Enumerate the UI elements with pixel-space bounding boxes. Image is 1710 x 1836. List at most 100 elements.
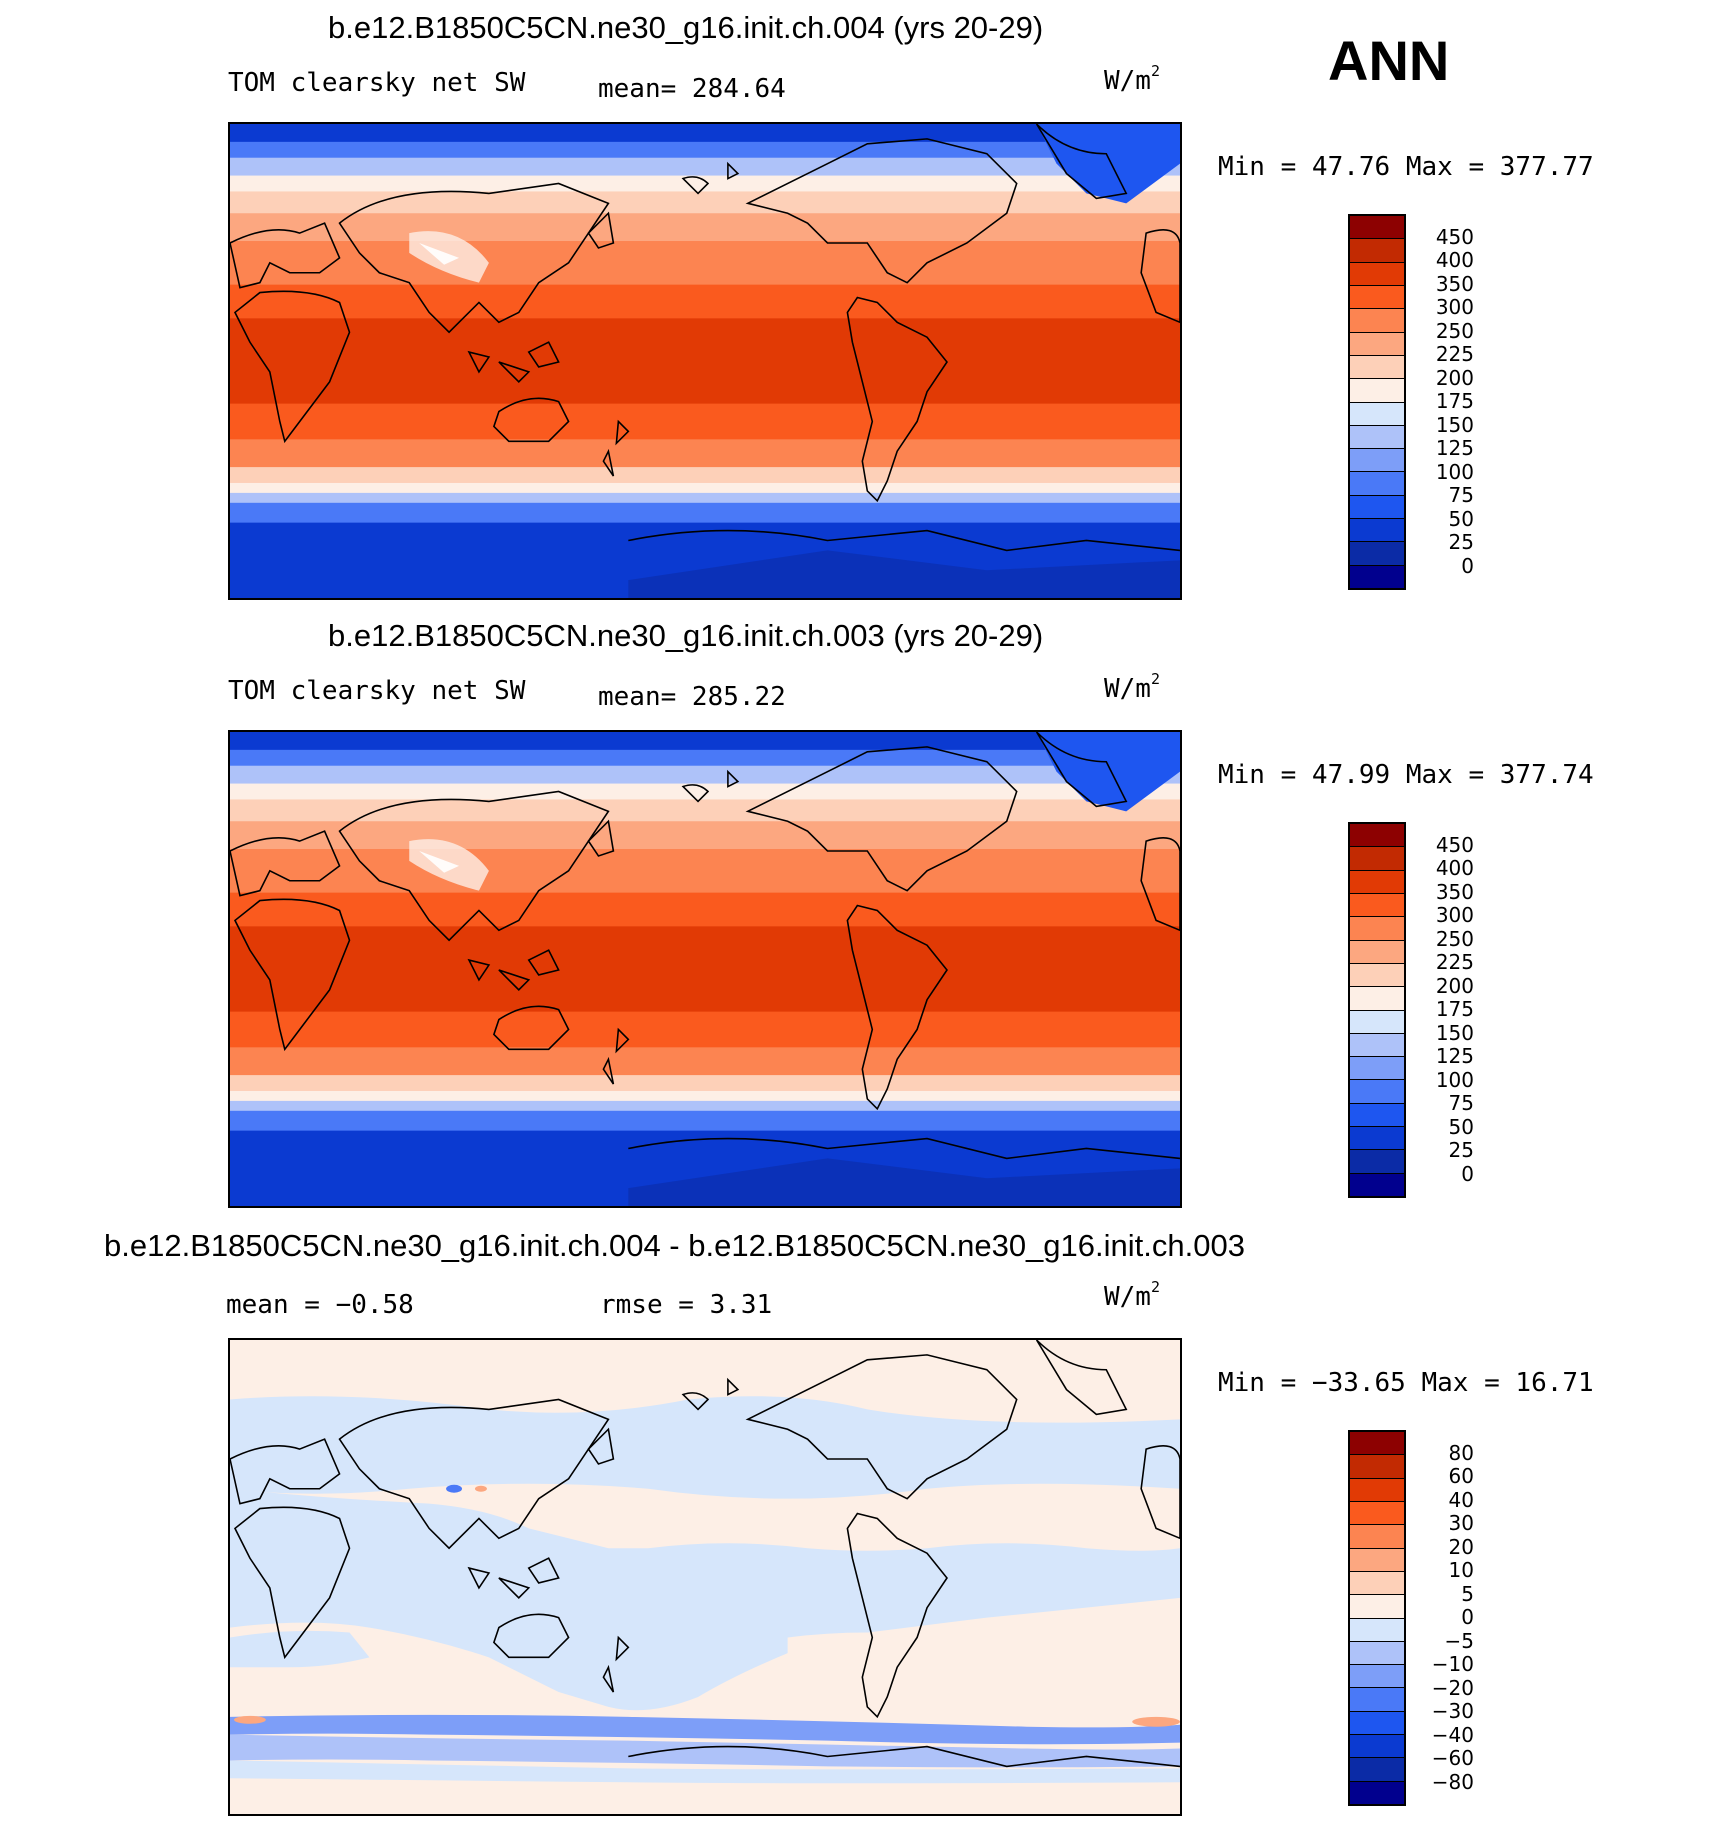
colorbar-swatch — [1350, 893, 1404, 918]
colorbar-label: 150 — [1435, 413, 1474, 437]
panel-1-colorbar — [1348, 214, 1406, 590]
colorbar-swatch — [1350, 1478, 1404, 1502]
colorbar-swatch — [1350, 1595, 1404, 1619]
colorbar-label: 100 — [1435, 460, 1474, 484]
colorbar-label: 75 — [1448, 483, 1474, 507]
colorbar-swatch — [1350, 1033, 1404, 1058]
colorbar-label: 400 — [1435, 856, 1474, 880]
colorbar-label: 450 — [1435, 225, 1474, 249]
colorbar-swatch — [1350, 216, 1404, 240]
colorbar-label: −60 — [1431, 1746, 1474, 1770]
colorbar-label: −10 — [1431, 1652, 1474, 1676]
colorbar-label: 60 — [1448, 1464, 1474, 1488]
colorbar-label: 50 — [1448, 1115, 1474, 1139]
panel-1-map — [228, 122, 1182, 600]
season-label: ANN — [1328, 29, 1450, 92]
colorbar-swatch — [1350, 1548, 1404, 1572]
colorbar-label: 30 — [1448, 1511, 1474, 1535]
colorbar-swatch — [1350, 309, 1404, 333]
panel-2-map-svg — [230, 732, 1180, 1206]
panel-1-mean: mean= 284.64 — [598, 74, 786, 104]
colorbar-swatch — [1350, 1455, 1404, 1479]
colorbar-label: 300 — [1435, 903, 1474, 927]
colorbar-label: 125 — [1435, 436, 1474, 460]
panel-2-colorbar-labels: 450 400 350 300 250 225 200 175 150 125 … — [1414, 822, 1474, 1198]
colorbar-label: 175 — [1435, 389, 1474, 413]
colorbar-swatch — [1350, 1525, 1404, 1549]
colorbar-label: 0 — [1461, 1162, 1474, 1186]
panel-3-colorbar — [1348, 1430, 1406, 1806]
colorbar-swatch — [1350, 847, 1404, 871]
colorbar-label: 20 — [1448, 1535, 1474, 1559]
colorbar-label: 225 — [1435, 342, 1474, 366]
panel-1-units: W/m2 — [1104, 62, 1160, 96]
colorbar-swatch — [1350, 917, 1404, 941]
panel-3-map-svg — [230, 1340, 1180, 1814]
panel-3-title: b.e12.B1850C5CN.ne30_g16.init.ch.004 - b… — [104, 1228, 1245, 1263]
colorbar-swatch — [1350, 1665, 1404, 1689]
colorbar-swatch — [1350, 940, 1404, 964]
colorbar-swatch — [1350, 402, 1404, 426]
panel-3-units: W/m2 — [1104, 1278, 1160, 1312]
colorbar-label: −5 — [1444, 1629, 1474, 1653]
colorbar-swatch — [1350, 1432, 1404, 1456]
colorbar-swatch — [1350, 1618, 1404, 1642]
colorbar-label: −80 — [1431, 1770, 1474, 1794]
colorbar-swatch — [1350, 1080, 1404, 1104]
colorbar-label: 200 — [1435, 974, 1474, 998]
colorbar-swatch — [1350, 1173, 1404, 1196]
colorbar-label: 175 — [1435, 997, 1474, 1021]
panel-1-variable: TOM clearsky net SW — [228, 68, 526, 98]
colorbar-label: 25 — [1448, 1138, 1474, 1162]
colorbar-swatch — [1350, 565, 1404, 588]
panel-3-map — [228, 1338, 1182, 1816]
panel-2-colorbar — [1348, 822, 1406, 1198]
colorbar-swatch — [1350, 519, 1404, 543]
colorbar-swatch — [1350, 495, 1404, 520]
colorbar-label: 10 — [1448, 1558, 1474, 1582]
colorbar-label: 250 — [1435, 319, 1474, 343]
colorbar-label: 0 — [1461, 554, 1474, 578]
panel-3-rmse: rmse = 3.31 — [600, 1290, 773, 1320]
colorbar-label: 200 — [1435, 366, 1474, 390]
colorbar-swatch — [1350, 239, 1404, 263]
colorbar-swatch — [1350, 379, 1404, 403]
colorbar-swatch — [1350, 542, 1404, 566]
colorbar-swatch — [1350, 1781, 1404, 1804]
colorbar-swatch — [1350, 355, 1404, 380]
panel-3-min-max: Min = −33.65 Max = 16.71 — [1218, 1368, 1594, 1398]
panel-1-map-svg — [230, 124, 1180, 598]
colorbar-swatch — [1350, 1103, 1404, 1128]
panel-2-title: b.e12.B1850C5CN.ne30_g16.init.ch.003 (yr… — [328, 618, 1044, 653]
colorbar-swatch — [1350, 1688, 1404, 1712]
colorbar-swatch — [1350, 449, 1404, 473]
colorbar-swatch — [1350, 472, 1404, 496]
colorbar-swatch — [1350, 425, 1404, 450]
panel-3-mean: mean = −0.58 — [226, 1290, 414, 1320]
panel-2-map — [228, 730, 1182, 1208]
colorbar-label: −40 — [1431, 1723, 1474, 1747]
colorbar-swatch — [1350, 987, 1404, 1011]
panel-2-mean: mean= 285.22 — [598, 682, 786, 712]
panel-2-variable: TOM clearsky net SW — [228, 676, 526, 706]
colorbar-swatch — [1350, 285, 1404, 310]
colorbar-swatch — [1350, 870, 1404, 894]
colorbar-swatch — [1350, 1758, 1404, 1782]
colorbar-swatch — [1350, 1501, 1404, 1526]
colorbar-swatch — [1350, 1127, 1404, 1151]
panel-3-colorbar-labels: 80 60 40 30 20 10 5 0 −5 −10 −20 −30 −40… — [1414, 1430, 1474, 1806]
colorbar-label: 100 — [1435, 1068, 1474, 1092]
colorbar-label: 250 — [1435, 927, 1474, 951]
colorbar-swatch — [1350, 332, 1404, 356]
colorbar-swatch — [1350, 824, 1404, 848]
colorbar-label: 350 — [1435, 880, 1474, 904]
colorbar-swatch — [1350, 1057, 1404, 1081]
colorbar-label: 400 — [1435, 248, 1474, 272]
colorbar-swatch — [1350, 1735, 1404, 1759]
colorbar-label: 25 — [1448, 530, 1474, 554]
panel-1-colorbar-labels: 450 400 350 300 250 225 200 175 150 125 … — [1414, 214, 1474, 590]
colorbar-swatch — [1350, 1641, 1404, 1666]
colorbar-label: 125 — [1435, 1044, 1474, 1068]
colorbar-label: 80 — [1448, 1441, 1474, 1465]
colorbar-label: −20 — [1431, 1676, 1474, 1700]
